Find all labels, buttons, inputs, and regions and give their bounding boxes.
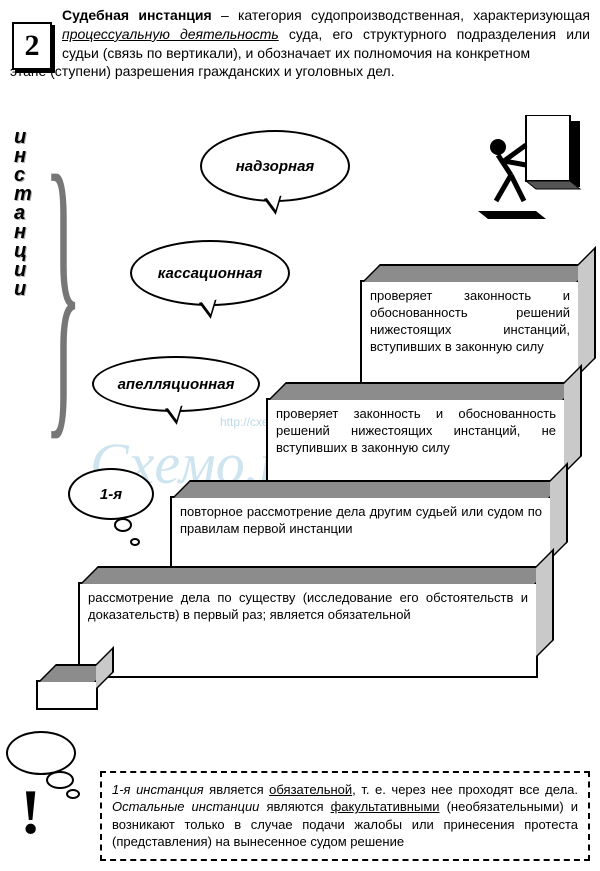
section-number: 2: [25, 29, 40, 63]
thought-cloud: [46, 771, 74, 789]
definition-first-lines: Судебная инстанция – категория судопроиз…: [62, 6, 590, 63]
step-side-face: [564, 364, 582, 474]
thought-cloud: [6, 731, 76, 775]
vertical-label-instances: инстанции: [14, 128, 31, 299]
definition-cont: этапе (ступени) разрешения гражданских и…: [10, 62, 590, 81]
step-2-text: повторное рассмотрение дела другим судье…: [172, 498, 550, 544]
step-side-face: [578, 246, 596, 376]
bubble-kassacionnaya: кассационная: [130, 240, 290, 306]
step-side-face: [550, 462, 568, 560]
step-1-first-instance: рассмотрение дела по существу (исследова…: [78, 582, 538, 678]
exclamation-icon: !: [20, 775, 41, 849]
step-1-text: рассмотрение дела по существу (исследова…: [80, 584, 536, 630]
footnote-box: 1-я инстанция является обязательной, т. …: [100, 771, 590, 861]
step-top-face: [268, 382, 582, 400]
step-4-text: проверяет законность и обоснованность ре…: [362, 282, 578, 362]
bubble-apellyacionnaya: апелляционная: [92, 356, 260, 412]
pushing-figure-illustration: [466, 115, 586, 225]
term-underline: процессуальную деятельность: [62, 26, 279, 42]
bubble-first-instance: 1-я: [68, 468, 154, 520]
step-4-nadzornaya: проверяет законность и обоснованность ре…: [360, 280, 580, 396]
step-side-face: [536, 548, 554, 658]
thought-tail: [130, 538, 140, 546]
curly-brace: }: [44, 130, 82, 450]
step-top-face: [362, 264, 596, 282]
term: Судебная инстанция: [62, 7, 212, 23]
step-pedestal: [36, 680, 98, 710]
bubble-nadzornaya: надзорная: [200, 130, 350, 202]
thought-tail: [114, 518, 132, 532]
step-3-text: проверяет законность и обоснованность ре…: [268, 400, 564, 463]
step-top-face: [172, 480, 568, 498]
page-root: 2 Судебная инстанция – категория судопро…: [0, 0, 600, 871]
step-top-face: [80, 566, 554, 584]
thought-cloud: [66, 789, 80, 799]
